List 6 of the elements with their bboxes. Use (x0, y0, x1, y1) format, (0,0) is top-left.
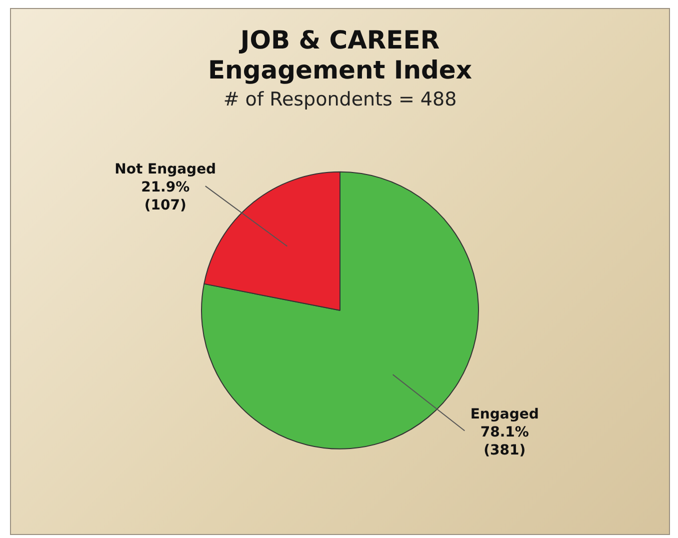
chart-title: JOB & CAREER Engagement Index (208, 26, 472, 84)
data-label: 78.1% (381) (480, 424, 529, 458)
slice-label: Not Engaged (114, 162, 216, 178)
data-label: 21.9% (107) (141, 180, 190, 214)
chart-subtitle: # of Respondents = 488 (223, 88, 457, 110)
slice-label: Engaged (470, 406, 539, 422)
